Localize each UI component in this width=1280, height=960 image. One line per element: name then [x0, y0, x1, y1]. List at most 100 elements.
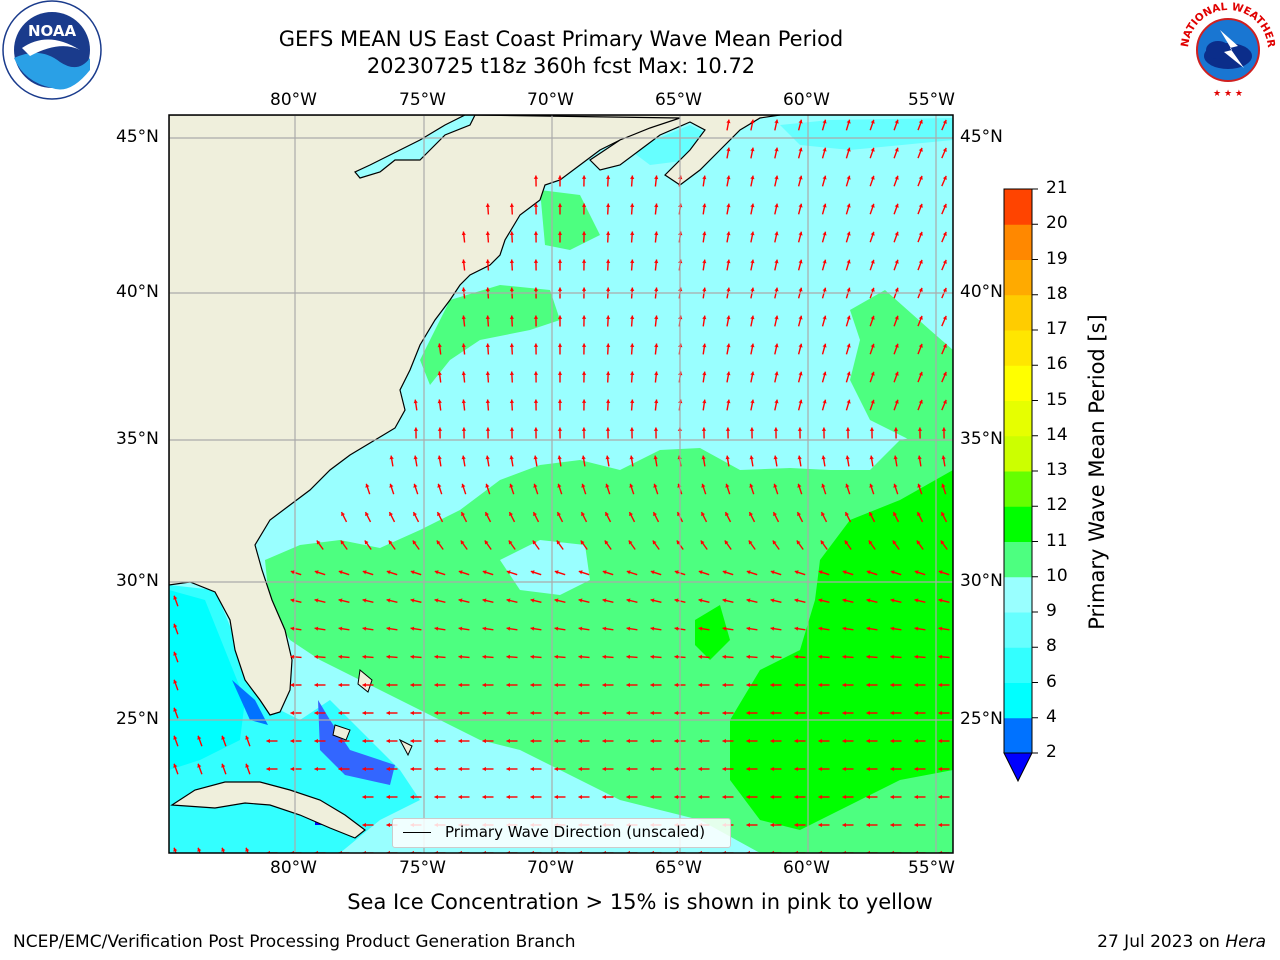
wave-direction-arrowhead	[533, 231, 539, 235]
wave-direction-arrowhead	[798, 343, 803, 348]
wave-direction-arrowhead	[245, 735, 250, 740]
wave-direction-arrowhead	[413, 455, 418, 460]
wave-direction-arrowhead	[818, 766, 822, 772]
wave-direction-arrowhead	[338, 682, 342, 688]
wave-direction-arrowhead	[388, 540, 393, 545]
wave-direction-arrowhead	[798, 175, 803, 180]
wave-direction-arrowhead	[842, 598, 847, 603]
wave-direction-arrowhead	[557, 259, 563, 263]
wave-direction-arrowhead	[842, 738, 846, 744]
wave-direction-arrowhead	[798, 287, 803, 292]
wave-direction-arrowhead	[770, 710, 774, 716]
wave-direction-arrowhead	[410, 794, 414, 800]
wave-direction-arrowhead	[702, 371, 707, 376]
bahamas-island	[332, 724, 351, 741]
wave-direction-arrowhead	[554, 738, 558, 744]
wave-direction-arrowhead	[650, 682, 654, 688]
wave-direction-arrowhead	[702, 203, 707, 208]
wave-direction-arrowhead	[846, 371, 851, 376]
wave-direction-arrowhead	[434, 794, 438, 800]
wave-direction-arrowhead	[918, 119, 923, 124]
wave-direction-arrowhead	[650, 570, 655, 575]
wave-direction-arrowhead	[554, 766, 558, 772]
wave-direction-arrowhead	[870, 259, 875, 264]
wave-direction-arrowhead	[412, 540, 417, 545]
wave-direction-arrowhead	[557, 315, 563, 319]
wave-direction-arrowhead	[581, 343, 587, 347]
wave-direction-arrowhead	[410, 738, 414, 744]
wave-direction-arrowhead	[630, 231, 635, 235]
wave-direction-arrowhead	[702, 175, 707, 180]
colorbar-segment	[1004, 682, 1032, 719]
wave-direction-arrowhead	[674, 654, 678, 659]
wave-direction-arrowhead	[726, 147, 731, 152]
wave-direction-arrowhead	[870, 119, 875, 124]
wave-direction-arrowhead	[890, 654, 894, 659]
wave-direction-arrowhead	[650, 766, 654, 772]
map-frame	[168, 114, 954, 854]
wave-direction-arrowhead	[798, 203, 803, 208]
wave-direction-arrowhead	[674, 710, 678, 716]
wave-direction-arrowhead	[846, 259, 851, 264]
wave-direction-arrowhead	[890, 822, 894, 828]
wave-direction-arrowhead	[362, 738, 366, 744]
wave-direction-arrowhead	[506, 794, 510, 800]
wave-direction-arrowhead	[746, 598, 751, 603]
wave-direction-arrowhead	[626, 794, 630, 800]
wave-direction-arrowhead	[482, 794, 486, 800]
wave-direction-arrowhead	[630, 287, 635, 291]
wave-direction-arrowhead	[509, 371, 514, 375]
wave-direction-arrowhead	[942, 343, 947, 348]
wave-direction-arrowhead	[626, 570, 631, 575]
wave-direction-arrowhead	[482, 654, 486, 659]
wave-direction-arrowhead	[581, 455, 586, 460]
wave-direction-arrowhead	[602, 654, 606, 659]
wave-direction-arrowhead	[798, 119, 803, 124]
wave-direction-arrowhead	[461, 315, 466, 320]
wave-direction-arrowhead	[654, 175, 659, 180]
wave-direction-arrowhead	[726, 175, 731, 180]
colorbar-segment	[1004, 435, 1032, 472]
wave-direction-arrowhead	[894, 147, 899, 152]
wave-direction-arrowhead	[890, 766, 894, 772]
wave-direction-arrowhead	[173, 735, 178, 740]
wave-direction-arrowhead	[894, 343, 899, 348]
wave-direction-arrowhead	[701, 512, 705, 517]
wave-direction-arrowhead	[821, 427, 827, 431]
wave-direction-arrowhead	[482, 626, 487, 631]
wave-direction-arrowhead	[338, 654, 342, 659]
lon-label-top: 65°W	[655, 90, 702, 110]
svg-text:NOAA: NOAA	[28, 22, 77, 40]
wave-direction-arrowhead	[938, 710, 942, 716]
wave-direction-arrowhead	[606, 371, 611, 375]
wave-direction-arrowhead	[794, 654, 798, 659]
wave-direction-arrowhead	[918, 371, 923, 376]
wave-direction-arrowhead	[938, 654, 942, 659]
wave-direction-arrowhead	[774, 175, 779, 180]
wave-direction-arrowhead	[749, 427, 755, 431]
wave-direction-arrowhead	[509, 399, 514, 403]
wave-direction-arrowhead	[290, 738, 294, 744]
colorbar-tick-label: 18	[1046, 283, 1068, 304]
wave-direction-arrowhead	[458, 738, 462, 744]
wave-direction-arrowhead	[866, 822, 870, 828]
wave-direction-arrowhead	[314, 766, 318, 772]
wave-direction-arrowhead	[197, 735, 202, 740]
wave-direction-arrowhead	[748, 540, 753, 545]
wave-direction-arrowhead	[866, 710, 870, 716]
wave-direction-arrowhead	[698, 626, 703, 631]
wave-direction-arrowhead	[386, 570, 391, 575]
wave-direction-arrowhead	[557, 371, 563, 375]
colorbar-segment	[1004, 576, 1032, 613]
period-2-4-region	[232, 680, 268, 725]
wave-direction-arrowhead	[533, 427, 539, 431]
wave-direction-arrowhead	[770, 822, 774, 828]
footer-date-text: 27 Jul 2023 on	[1097, 932, 1226, 952]
wave-direction-arrowhead	[173, 679, 178, 684]
wave-direction-arrowhead	[605, 427, 611, 431]
wave-direction-arrowhead	[770, 654, 774, 659]
wave-direction-arrowhead	[722, 598, 727, 603]
wave-direction-arrowhead	[866, 598, 871, 603]
wave-direction-arrowhead	[941, 512, 945, 517]
chart-title: GEFS MEAN US East Coast Primary Wave Mea…	[278, 27, 844, 51]
